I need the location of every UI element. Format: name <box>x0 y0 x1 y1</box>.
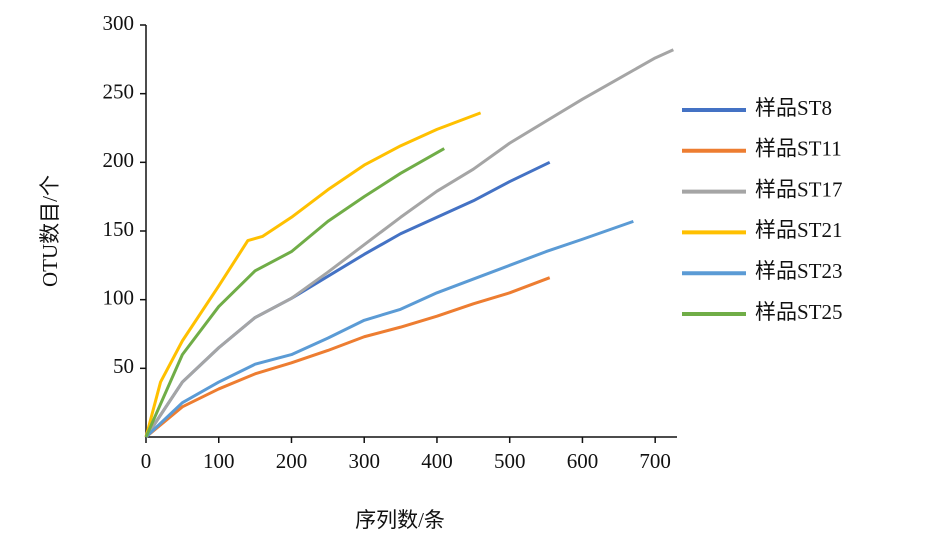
legend-label: 样品ST8 <box>755 96 832 120</box>
legend-label: 样品ST11 <box>755 137 842 161</box>
y-tick-label: 50 <box>113 354 134 378</box>
legend-label: 样品ST23 <box>755 259 843 283</box>
x-tick-label: 200 <box>276 449 308 473</box>
legend-label: 样品ST25 <box>755 300 843 324</box>
x-tick-label: 300 <box>348 449 380 473</box>
x-tick-label: 500 <box>494 449 526 473</box>
x-tick-label: 100 <box>203 449 235 473</box>
legend-label: 样品ST21 <box>755 218 843 242</box>
y-axis-title: OTU数目/个 <box>38 175 62 287</box>
legend-label: 样品ST17 <box>755 177 843 201</box>
series-line <box>144 111 482 438</box>
y-tick-label: 300 <box>103 11 135 35</box>
y-tick-label: 150 <box>103 217 135 241</box>
x-axis-title: 序列数/条 <box>355 508 445 532</box>
x-tick-label: 600 <box>567 449 599 473</box>
series-line <box>144 219 634 439</box>
series-line <box>144 147 445 438</box>
y-tick-label: 100 <box>103 285 135 309</box>
y-tick-label: 250 <box>103 79 135 103</box>
x-tick-label: 400 <box>421 449 453 473</box>
series-line <box>144 48 674 438</box>
y-tick-label: 200 <box>103 148 135 172</box>
x-tick-label: 700 <box>639 449 671 473</box>
series-line <box>145 276 551 439</box>
x-tick-label: 0 <box>141 449 152 473</box>
